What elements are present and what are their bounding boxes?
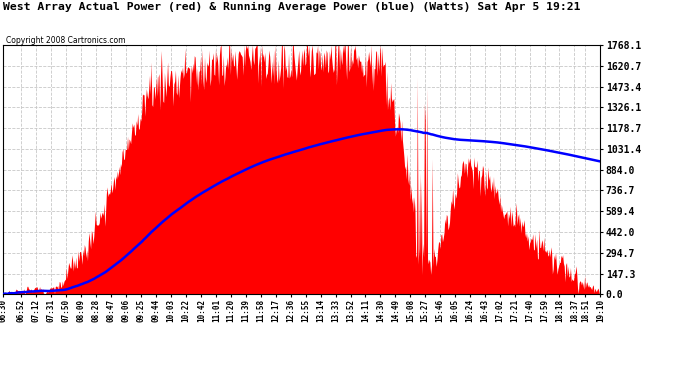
Text: Copyright 2008 Cartronics.com: Copyright 2008 Cartronics.com bbox=[6, 36, 125, 45]
Text: West Array Actual Power (red) & Running Average Power (blue) (Watts) Sat Apr 5 1: West Array Actual Power (red) & Running … bbox=[3, 2, 581, 12]
